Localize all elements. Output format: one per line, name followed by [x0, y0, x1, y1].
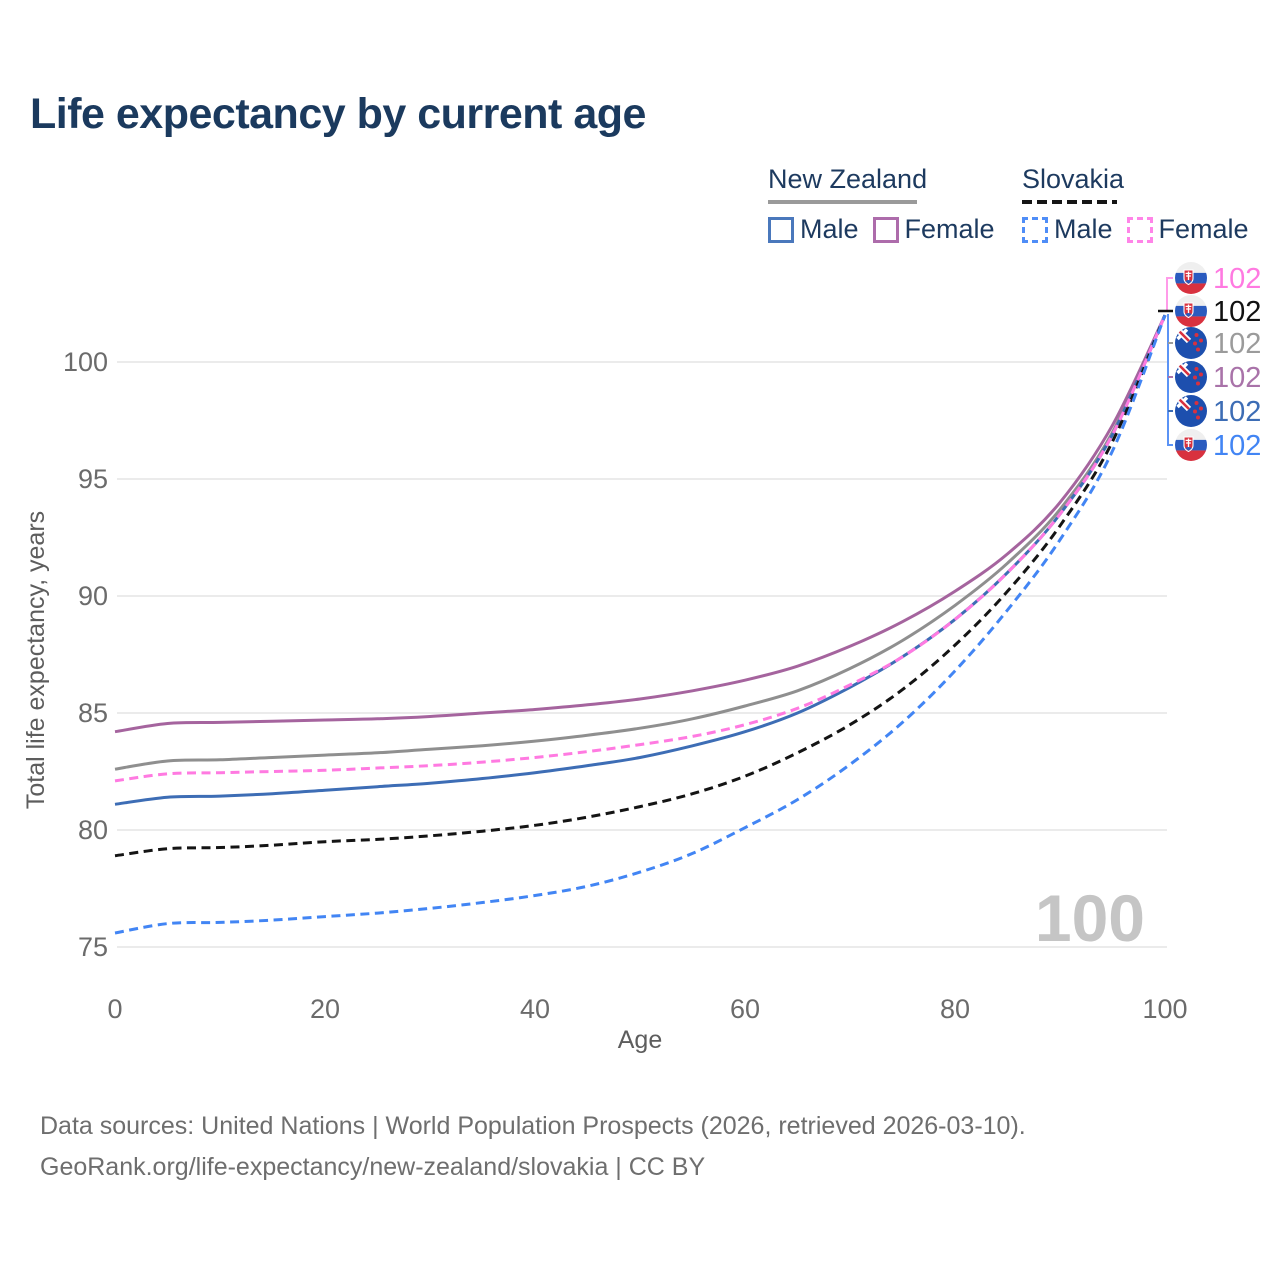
data-sources-footer: Data sources: United Nations | World Pop… — [40, 1106, 1026, 1188]
y-tick-label-75: 75 — [78, 932, 108, 962]
legend-item-slovakia-male[interactable]: Male — [1022, 214, 1113, 245]
leader-line-slovakia-male — [1167, 314, 1173, 446]
legend-group-new-zealand: New Zealand Male Female — [768, 164, 995, 245]
y-tick-label-85: 85 — [78, 698, 108, 728]
new-zealand-flag-icon — [1175, 361, 1207, 393]
legend-item-slovakia-female[interactable]: Female — [1126, 214, 1249, 245]
new-zealand-male-checkbox[interactable] — [768, 216, 794, 243]
y-tick-label-100: 100 — [63, 347, 108, 377]
new-zealand-female-checkbox[interactable] — [872, 216, 899, 243]
x-tick-label-60: 60 — [730, 994, 760, 1024]
x-tick-label-0: 0 — [107, 994, 122, 1024]
series-line-slovakia-both-sexes[interactable] — [114, 314, 1167, 858]
legend-item-label: Male — [1054, 214, 1113, 244]
legend-item-label: Male — [800, 214, 859, 244]
new-zealand-flag-icon — [1175, 327, 1207, 359]
slovakia-flag-icon — [1175, 295, 1207, 327]
series-line-slovakia-male[interactable] — [114, 314, 1167, 935]
x-axis-title: Age — [618, 1026, 662, 1054]
x-tick-label-40: 40 — [520, 994, 550, 1024]
end-label-slovakia-both-sexes: 102 — [1213, 296, 1261, 328]
y-tick-label-90: 90 — [78, 581, 108, 611]
series-line-new-zealand-both-sexes[interactable] — [114, 314, 1167, 771]
legend-item-label: Female — [904, 214, 995, 244]
y-tick-label-80: 80 — [78, 815, 108, 845]
x-tick-label-20: 20 — [310, 994, 340, 1024]
slovakia-female-checkbox[interactable] — [1126, 216, 1153, 243]
new-zealand-line-sample — [768, 200, 917, 204]
end-label-slovakia-male: 102 — [1213, 430, 1261, 462]
end-label-new-zealand-female: 102 — [1213, 362, 1261, 394]
y-axis-title: Total life expectancy, years — [22, 511, 50, 809]
age-cursor-watermark: 100 — [1035, 881, 1145, 955]
new-zealand-flag-icon — [1175, 395, 1207, 427]
legend-country-new-zealand[interactable]: New Zealand — [768, 164, 928, 194]
legend-item-new-zealand-male[interactable]: Male — [768, 214, 859, 245]
series-line-slovakia-female[interactable] — [114, 314, 1167, 783]
legend-item-new-zealand-female[interactable]: Female — [872, 214, 995, 245]
series-line-new-zealand-female[interactable] — [114, 314, 1167, 734]
x-tick-label-80: 80 — [940, 994, 970, 1024]
page-title: Life expectancy by current age — [30, 90, 646, 138]
leader-line-slovakia-female — [1166, 277, 1173, 312]
slovakia-line-sample — [1022, 200, 1117, 204]
y-tick-label-95: 95 — [78, 464, 108, 494]
legend-group-slovakia: Slovakia Male Female — [1022, 164, 1249, 245]
slovakia-flag-icon — [1175, 429, 1207, 461]
footer-attribution-line: GeoRank.org/life-expectancy/new-zealand/… — [40, 1153, 706, 1181]
slovakia-male-checkbox[interactable] — [1022, 216, 1048, 243]
end-label-new-zealand-both-sexes: 102 — [1213, 328, 1261, 360]
series-line-new-zealand-male[interactable] — [114, 314, 1167, 806]
x-tick-label-100: 100 — [1142, 994, 1187, 1024]
end-label-slovakia-female: 102 — [1213, 263, 1261, 295]
slovakia-flag-icon — [1175, 262, 1207, 294]
end-label-new-zealand-male: 102 — [1213, 396, 1261, 428]
footer-sources-line: Data sources: United Nations | World Pop… — [40, 1112, 1026, 1140]
legend-item-label: Female — [1158, 214, 1249, 244]
legend-country-slovakia[interactable]: Slovakia — [1022, 164, 1125, 194]
